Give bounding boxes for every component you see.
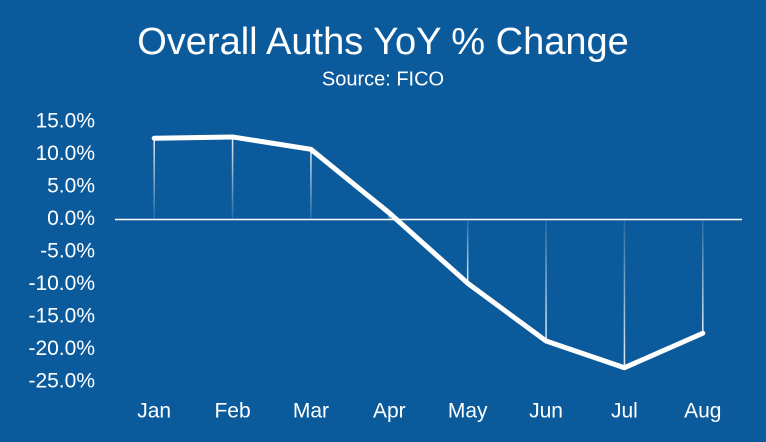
y-tick-label: 5.0%: [47, 175, 95, 198]
x-tick-label: May: [448, 400, 488, 423]
chart-title: Overall Auths YoY % Change: [137, 21, 629, 63]
y-tick-label: 0.0%: [47, 207, 95, 230]
y-tick-label: -20.0%: [28, 337, 95, 360]
x-tick-label: Jan: [137, 400, 171, 423]
drop-line: [545, 219, 547, 342]
y-tick-label: 15.0%: [35, 110, 95, 133]
drop-line: [153, 138, 155, 220]
y-tick-label: -10.0%: [28, 272, 95, 295]
x-tick-label: Feb: [214, 400, 250, 423]
x-tick-label: Mar: [293, 400, 329, 423]
drop-line: [231, 136, 234, 220]
drop-line: [310, 149, 312, 220]
chart-subtitle: Source: FICO: [322, 68, 444, 90]
x-tick-label: Jun: [529, 400, 563, 423]
x-tick-label: Aug: [684, 400, 721, 423]
y-tick-label: 10.0%: [35, 142, 95, 165]
drop-line: [702, 219, 704, 334]
drop-line: [623, 219, 626, 368]
drop-line: [466, 219, 469, 284]
y-tick-label: -5.0%: [40, 240, 95, 263]
y-tick-label: -15.0%: [28, 305, 95, 328]
data-line: [151, 134, 706, 371]
x-tick-label: Apr: [373, 400, 406, 423]
x-tick-label: Jul: [611, 400, 638, 423]
y-tick-label: -25.0%: [28, 370, 95, 393]
